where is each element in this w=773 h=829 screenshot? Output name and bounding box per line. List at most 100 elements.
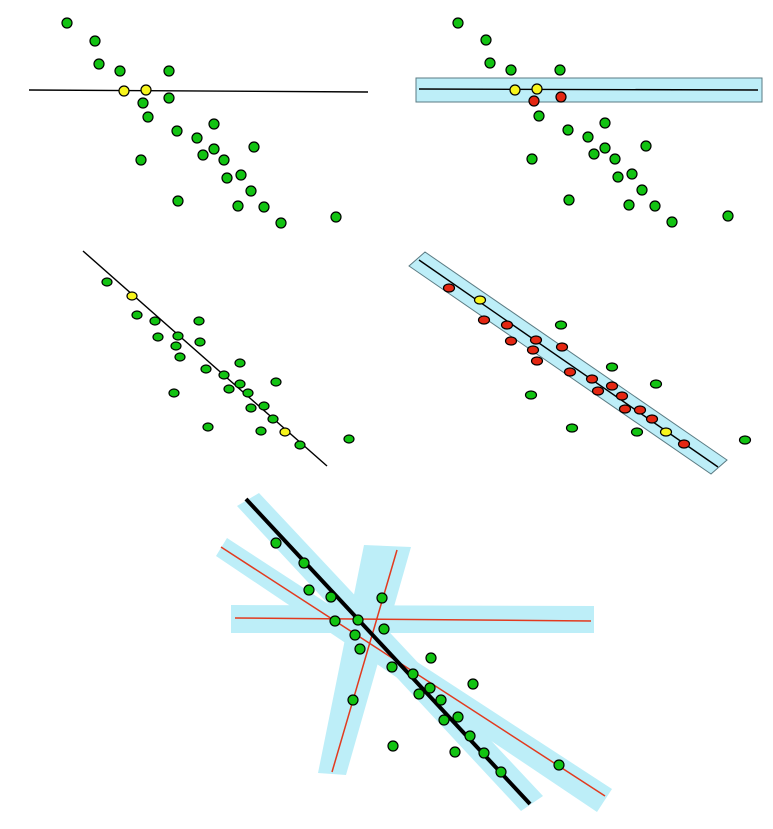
data-point-inlier	[152, 332, 164, 342]
data-point-inlier	[407, 668, 419, 680]
data-point-outlier	[585, 374, 599, 384]
data-point-outlier	[477, 315, 491, 325]
data-point-inlier	[495, 766, 507, 778]
data-point-outlier	[504, 336, 518, 346]
data-point-sample	[140, 84, 152, 96]
data-point-inlier	[599, 117, 611, 129]
best-model-line	[244, 497, 532, 806]
data-point-inlier	[232, 200, 244, 212]
data-point-outlier	[529, 335, 543, 345]
data-point-inlier	[484, 57, 496, 69]
data-point-inlier	[582, 131, 594, 143]
candidate-line-steep	[331, 549, 398, 773]
data-point-inlier	[223, 384, 235, 394]
data-point-inlier	[649, 200, 661, 212]
data-point-inlier	[649, 379, 663, 389]
data-point-inlier	[467, 678, 479, 690]
data-point-inlier	[170, 341, 182, 351]
data-point-inlier	[61, 17, 73, 29]
data-point-inlier	[191, 132, 203, 144]
data-point-inlier	[533, 110, 545, 122]
data-point-inlier	[722, 210, 734, 222]
data-point-outlier	[618, 404, 632, 414]
data-point-inlier	[258, 401, 270, 411]
data-point-inlier	[524, 390, 538, 400]
data-point-outlier	[677, 439, 691, 449]
data-point-inlier	[168, 388, 180, 398]
data-point-inlier	[452, 17, 464, 29]
data-point-outlier	[526, 345, 540, 355]
data-point-sample	[279, 427, 291, 437]
data-point-inlier	[666, 216, 678, 228]
data-point-sample	[118, 85, 130, 97]
data-point-inlier	[449, 746, 461, 758]
data-point-outlier	[555, 342, 569, 352]
data-point-outlier	[615, 391, 629, 401]
data-point-inlier	[218, 370, 230, 380]
data-point-outlier	[591, 386, 605, 396]
data-point-inlier	[101, 277, 113, 287]
hypothesis-line	[418, 88, 759, 91]
data-point-outlier	[555, 91, 567, 103]
data-point-inlier	[612, 171, 624, 183]
data-point-inlier	[630, 427, 644, 437]
data-point-inlier	[626, 168, 638, 180]
data-point-outlier	[645, 414, 659, 424]
data-point-inlier	[137, 97, 149, 109]
panel-top-right-consensus-band	[415, 17, 763, 228]
data-point-inlier	[242, 388, 254, 398]
data-point-inlier	[554, 320, 568, 330]
hypothesis-line	[82, 250, 328, 467]
data-point-inlier	[505, 64, 517, 76]
data-point-inlier	[174, 352, 186, 362]
data-point-inlier	[245, 185, 257, 197]
data-point-sample	[509, 84, 521, 96]
data-point-inlier	[200, 364, 212, 374]
data-point-inlier	[623, 199, 635, 211]
data-point-inlier	[267, 414, 279, 424]
data-point-inlier	[298, 557, 310, 569]
data-point-outlier	[563, 367, 577, 377]
data-point-inlier	[347, 694, 359, 706]
data-point-inlier	[562, 124, 574, 136]
data-point-inlier	[378, 623, 390, 635]
data-point-inlier	[387, 740, 399, 752]
data-point-inlier	[135, 154, 147, 166]
data-point-inlier	[349, 629, 361, 641]
data-point-inlier	[452, 711, 464, 723]
data-point-inlier	[294, 440, 306, 450]
data-point-inlier	[142, 111, 154, 123]
data-point-inlier	[114, 65, 126, 77]
candidate-line-horizontal	[234, 617, 592, 622]
data-point-inlier	[208, 143, 220, 155]
data-point-inlier	[480, 34, 492, 46]
data-point-inlier	[93, 58, 105, 70]
data-point-sample	[659, 427, 673, 437]
data-point-inlier	[270, 537, 282, 549]
data-point-inlier	[89, 35, 101, 47]
data-point-outlier	[633, 405, 647, 415]
data-point-inlier	[270, 377, 282, 387]
data-point-sample	[531, 83, 543, 95]
data-point-inlier	[235, 169, 247, 181]
panel-middle-right-consensus-band	[408, 251, 752, 475]
data-point-sample	[126, 291, 138, 301]
data-point-inlier	[424, 682, 436, 694]
data-point-inlier	[163, 92, 175, 104]
data-point-inlier	[194, 337, 206, 347]
data-point-inlier	[343, 434, 355, 444]
data-point-inlier	[221, 172, 233, 184]
data-point-inlier	[464, 730, 476, 742]
data-point-inlier	[425, 652, 437, 664]
data-point-inlier	[234, 358, 246, 368]
data-point-inlier	[526, 153, 538, 165]
data-point-inlier	[245, 403, 257, 413]
data-point-inlier	[163, 65, 175, 77]
data-point-inlier	[438, 714, 450, 726]
data-point-inlier	[599, 142, 611, 154]
data-point-inlier	[588, 148, 600, 160]
data-point-inlier	[563, 194, 575, 206]
data-point-inlier	[193, 316, 205, 326]
data-point-inlier	[303, 584, 315, 596]
panel-bottom-candidate-comparison	[216, 493, 612, 812]
